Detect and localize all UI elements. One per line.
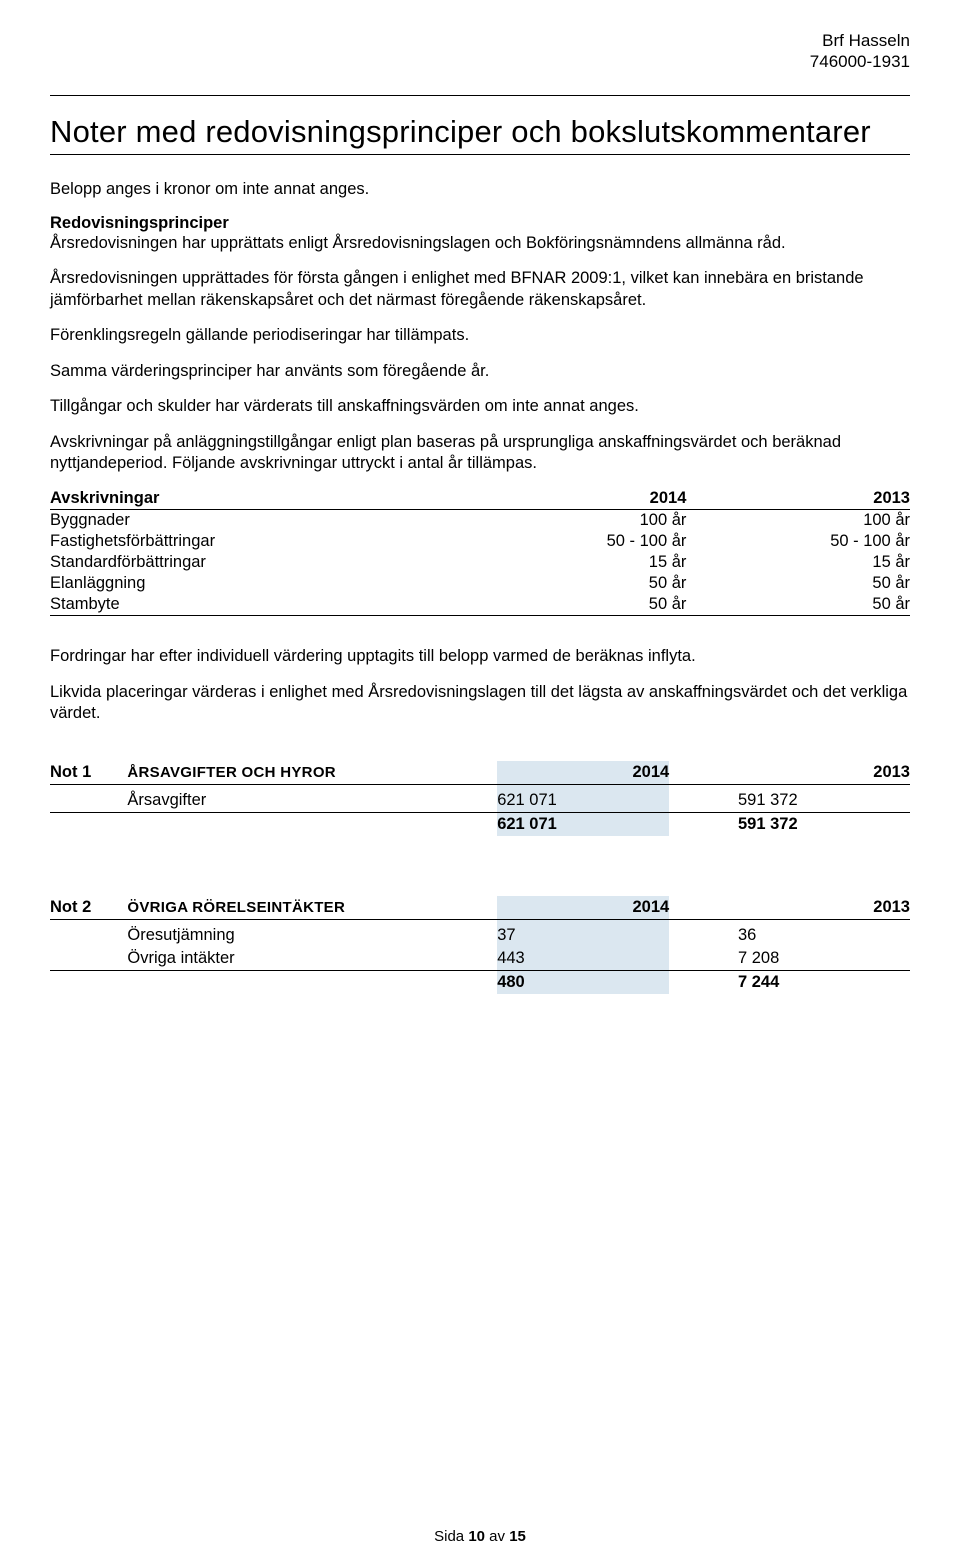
note-2-table: Not 2 ÖVRIGA RÖRELSEINTÄKTER 2014 2013 Ö… [50, 896, 910, 994]
page-current: 10 [468, 1528, 485, 1545]
note-2-row: Övriga intäkter 443 7 208 [50, 947, 910, 971]
title-rule [50, 154, 910, 155]
note-2-sum-y2: 7 244 [738, 970, 910, 994]
page-total: 15 [509, 1528, 526, 1545]
note-2-row-y1: 443 [497, 947, 669, 971]
note-1-row: Årsavgifter 621 071 591 372 [50, 789, 910, 813]
avskrivningar-heading: Avskrivningar [50, 488, 463, 510]
cell-y2: 100 år [686, 510, 910, 532]
note-1-number: Not 1 [50, 761, 127, 785]
cell-y2: 15 år [686, 552, 910, 573]
note-1-row-y1: 621 071 [497, 789, 669, 813]
principles-p2: Årsredovisningen upprättades för första … [50, 268, 910, 311]
principles-p5: Tillgångar och skulder har värderats til… [50, 396, 910, 417]
principles-p3: Förenklingsregeln gällande periodisering… [50, 325, 910, 346]
year-2014-header: 2014 [463, 488, 687, 510]
note-1-block: Not 1 ÅRSAVGIFTER OCH HYROR 2014 2013 År… [50, 761, 910, 836]
table-row: Elanläggning 50 år 50 år [50, 573, 910, 594]
spacer [669, 896, 738, 920]
note-2-title: ÖVRIGA RÖRELSEINTÄKTER [127, 896, 497, 920]
principles-heading: Redovisningsprinciper [50, 214, 910, 233]
org-name: Brf Hasseln [50, 30, 910, 51]
table-row: Stambyte 50 år 50 år [50, 594, 910, 616]
note-2-sum-row: 480 7 244 [50, 970, 910, 994]
cell-label: Elanläggning [50, 573, 463, 594]
page-number: Sida 10 av 15 [0, 1528, 960, 1545]
principles-p4: Samma värderingsprinciper har använts so… [50, 361, 910, 382]
cell-label: Stambyte [50, 594, 463, 616]
note-2-row-y1: 37 [497, 924, 669, 947]
note-1-header-row: Not 1 ÅRSAVGIFTER OCH HYROR 2014 2013 [50, 761, 910, 785]
cell-y1: 15 år [463, 552, 687, 573]
table-row: Fastighetsförbättringar 50 - 100 år 50 -… [50, 531, 910, 552]
note-2-row-label: Öresutjämning [127, 924, 497, 947]
note-2-number: Not 2 [50, 896, 127, 920]
page-title: Noter med redovisningsprinciper och boks… [50, 114, 910, 150]
year-2013-header: 2013 [686, 488, 910, 510]
cell-y1: 50 år [463, 594, 687, 616]
cell-label: Fastighetsförbättringar [50, 531, 463, 552]
note-2-year1: 2014 [497, 896, 669, 920]
cell-y2: 50 år [686, 594, 910, 616]
cell-y2: 50 år [686, 573, 910, 594]
page: Brf Hasseln 746000-1931 Noter med redovi… [0, 0, 960, 1567]
note-2-sum-y1: 480 [497, 970, 669, 994]
document-header: Brf Hasseln 746000-1931 [50, 30, 910, 73]
post-table-p1: Fordringar har efter individuell värderi… [50, 646, 910, 667]
note-1-row-y2: 591 372 [738, 789, 910, 813]
note-1-sum-y2: 591 372 [738, 812, 910, 836]
note-2-row-label: Övriga intäkter [127, 947, 497, 971]
cell-y2: 50 - 100 år [686, 531, 910, 552]
page-prefix: Sida [434, 1528, 468, 1545]
note-2-block: Not 2 ÖVRIGA RÖRELSEINTÄKTER 2014 2013 Ö… [50, 896, 910, 994]
principles-p6: Avskrivningar på anläggningstillgångar e… [50, 432, 910, 475]
cell-y1: 50 år [463, 573, 687, 594]
table-row: Byggnader 100 år 100 år [50, 510, 910, 532]
table-row: Standardförbättringar 15 år 15 år [50, 552, 910, 573]
note-2-row-y2: 36 [738, 924, 910, 947]
table-header-row: Avskrivningar 2014 2013 [50, 488, 910, 510]
note-1-table: Not 1 ÅRSAVGIFTER OCH HYROR 2014 2013 År… [50, 761, 910, 836]
note-1-title: ÅRSAVGIFTER OCH HYROR [127, 761, 497, 785]
avskrivningar-table: Avskrivningar 2014 2013 Byggnader 100 år… [50, 488, 910, 616]
cell-y1: 50 - 100 år [463, 531, 687, 552]
note-1-sum-row: 621 071 591 372 [50, 812, 910, 836]
note-2-row: Öresutjämning 37 36 [50, 924, 910, 947]
note-2-row-y2: 7 208 [738, 947, 910, 971]
spacer [669, 761, 738, 785]
cell-label: Standardförbättringar [50, 552, 463, 573]
note-2-header-row: Not 2 ÖVRIGA RÖRELSEINTÄKTER 2014 2013 [50, 896, 910, 920]
post-table-p2: Likvida placeringar värderas i enlighet … [50, 682, 910, 725]
principles-p1: Årsredovisningen har upprättats enligt Å… [50, 233, 910, 254]
top-rule [50, 95, 910, 96]
note-1-year1: 2014 [497, 761, 669, 785]
intro-text: Belopp anges i kronor om inte annat ange… [50, 179, 910, 200]
note-1-sum-y1: 621 071 [497, 812, 669, 836]
cell-label: Byggnader [50, 510, 463, 532]
org-number: 746000-1931 [50, 51, 910, 72]
note-2-year2: 2013 [738, 896, 910, 920]
cell-y1: 100 år [463, 510, 687, 532]
note-1-row-label: Årsavgifter [127, 789, 497, 813]
note-1-year2: 2013 [738, 761, 910, 785]
page-mid: av [485, 1528, 509, 1545]
